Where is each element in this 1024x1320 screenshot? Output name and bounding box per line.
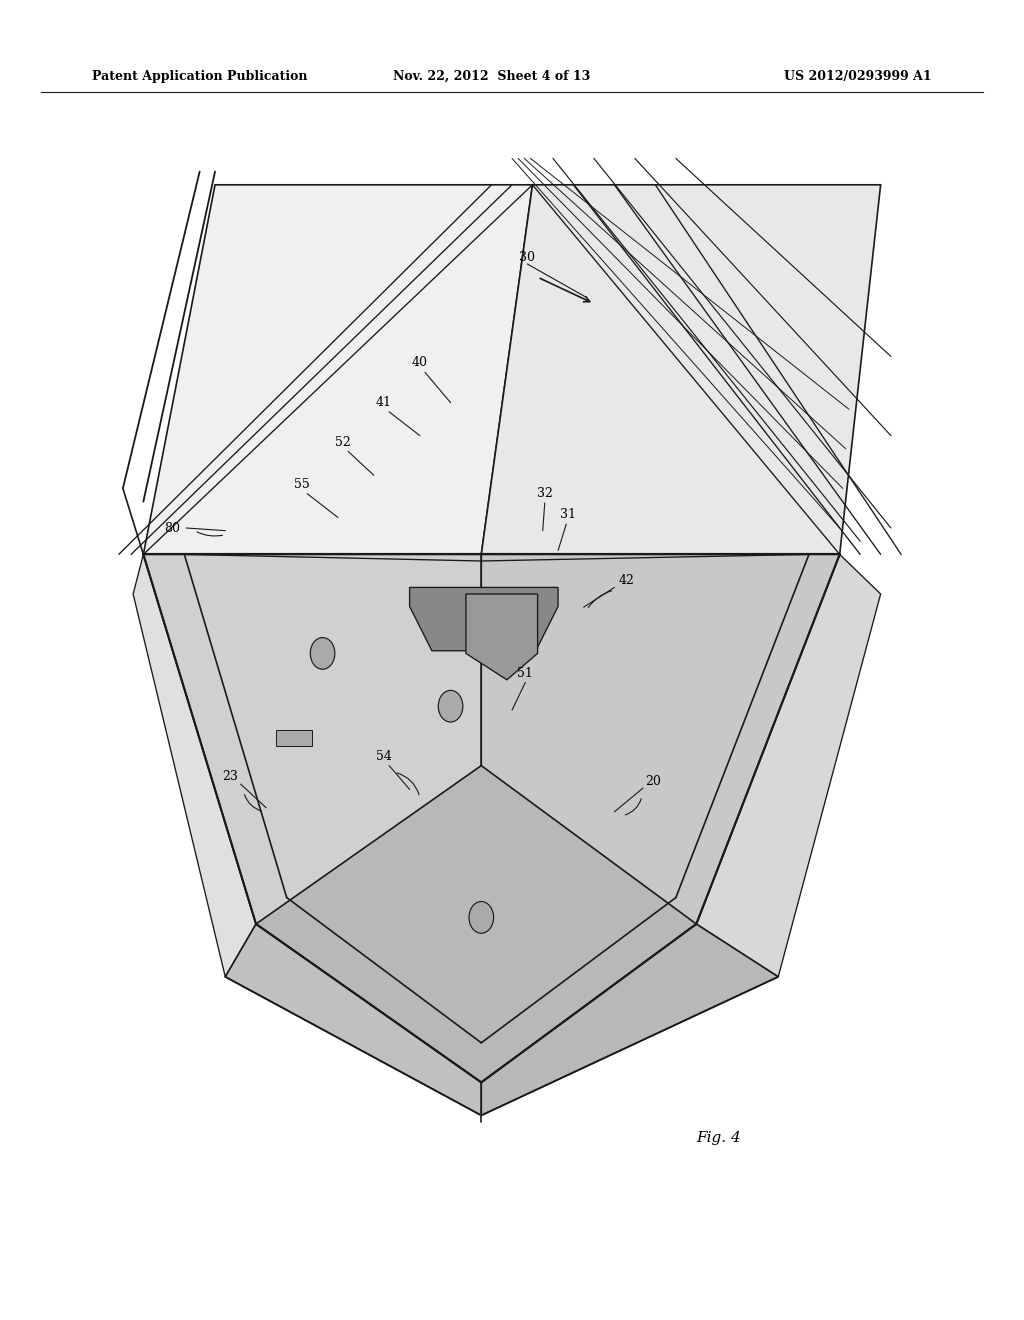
Polygon shape (225, 924, 481, 1115)
Text: Nov. 22, 2012  Sheet 4 of 13: Nov. 22, 2012 Sheet 4 of 13 (393, 70, 590, 83)
Text: Fig. 4: Fig. 4 (696, 1131, 741, 1144)
Text: Patent Application Publication: Patent Application Publication (92, 70, 307, 83)
Circle shape (469, 902, 494, 933)
Polygon shape (481, 554, 840, 1082)
Polygon shape (143, 185, 532, 554)
Text: 55: 55 (294, 478, 310, 491)
Polygon shape (256, 766, 696, 1082)
Text: 51: 51 (517, 667, 534, 680)
Polygon shape (133, 554, 256, 977)
Text: 41: 41 (376, 396, 392, 409)
Polygon shape (696, 554, 881, 977)
Polygon shape (481, 185, 881, 554)
Polygon shape (481, 924, 778, 1115)
Text: 31: 31 (560, 508, 577, 521)
Text: 23: 23 (222, 770, 239, 783)
Text: 30: 30 (519, 251, 536, 264)
Text: 54: 54 (376, 750, 392, 763)
Circle shape (438, 690, 463, 722)
Polygon shape (466, 594, 538, 680)
Text: 42: 42 (618, 574, 635, 587)
Polygon shape (143, 554, 481, 1082)
Text: 80: 80 (164, 521, 180, 535)
Text: 32: 32 (537, 487, 553, 500)
Text: 20: 20 (645, 775, 662, 788)
Circle shape (310, 638, 335, 669)
Text: US 2012/0293999 A1: US 2012/0293999 A1 (784, 70, 932, 83)
Text: 40: 40 (412, 356, 428, 370)
Text: 52: 52 (335, 436, 351, 449)
Polygon shape (410, 587, 558, 651)
Bar (276, 730, 312, 746)
